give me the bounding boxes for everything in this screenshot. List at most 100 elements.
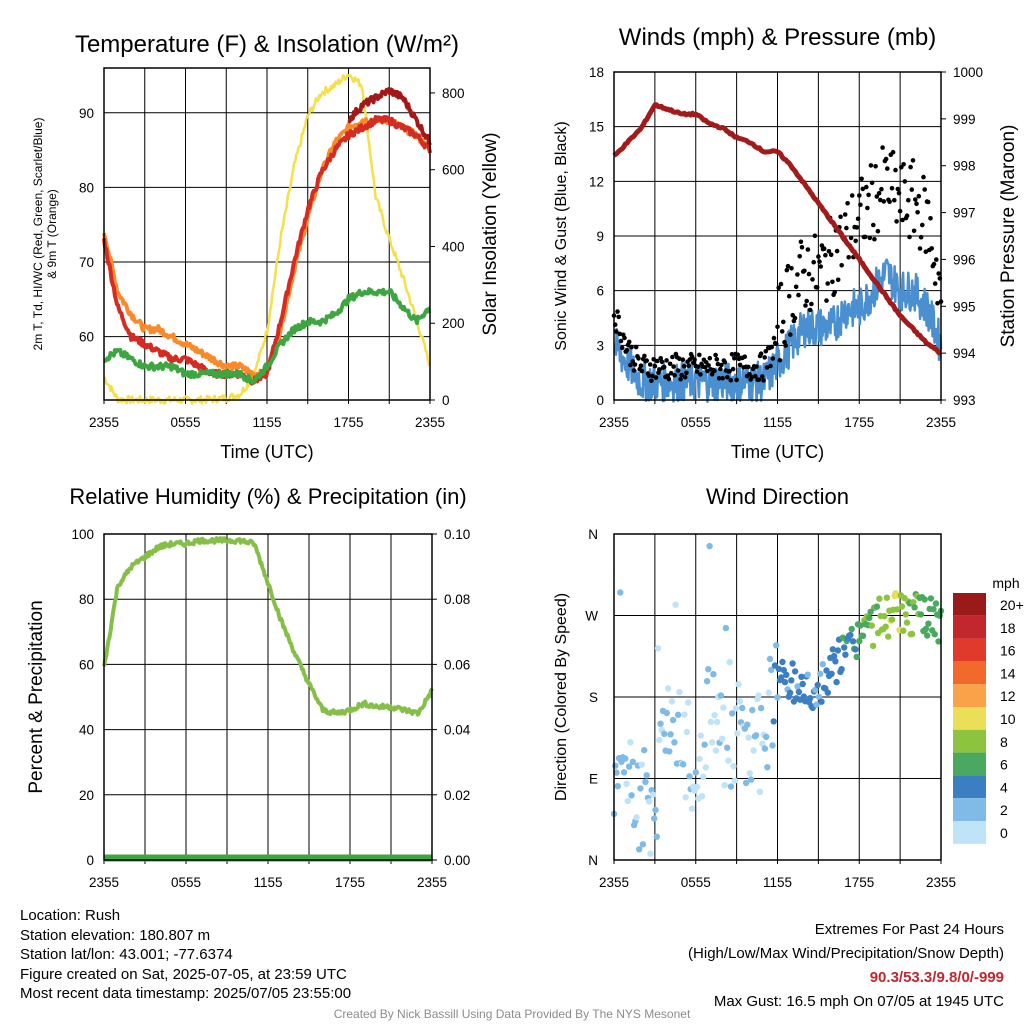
gust-point [835,277,841,283]
x-tick-label: 0555 [170,415,200,430]
direction-point [807,695,814,702]
y-axis-label: Direction (Colored By Speed) [553,593,570,801]
direction-point [642,778,649,786]
chart-title-temperature: Temperature (F) & Insolation (W/m²) [75,31,459,58]
direction-point [876,595,883,602]
gust-point [817,259,822,264]
station-elevation: Station elevation: 180.807 m [20,926,211,944]
direction-point [814,681,821,689]
gust-point [727,369,732,374]
gust-point [651,357,656,362]
gust-point [799,245,805,250]
direction-point [857,622,864,629]
direction-point [724,744,731,751]
direction-point [696,755,703,763]
direction-point [849,638,857,645]
x-tick-label: 2355 [415,415,445,430]
direction-point [903,619,911,626]
gust-point [649,378,654,384]
direction-point [614,783,621,790]
gust-point [879,186,884,192]
legend-swatch [953,638,986,662]
gust-point [783,343,788,348]
direction-point [824,689,831,696]
direction-point [633,814,640,821]
y-tick-label: 0 [86,853,94,868]
gust-point [705,368,710,374]
chart-title-humidity: Relative Humidity (%) & Precipitation (i… [69,484,466,509]
speed-legend [953,593,986,844]
gust-point [860,186,866,192]
y-tick-label: 18 [589,65,604,80]
direction-point [775,665,782,673]
direction-point [717,692,725,699]
legend-title: mph [992,575,1019,591]
y2-tick-label: 600 [442,163,465,178]
gust-point [716,376,722,381]
gust-point [629,344,634,350]
y-tick-label: 80 [79,592,94,607]
direction-point [755,692,762,699]
gust-point [830,279,835,285]
series-gust-points [611,145,944,384]
gust-point [876,191,882,196]
gust-point [885,166,890,171]
direction-point [791,668,799,675]
direction-point [856,637,863,645]
direction-point [672,601,679,608]
y-tick-label: N [588,527,598,542]
direction-point [674,711,682,718]
gust-point [909,187,915,192]
gust-point [713,352,718,358]
direction-point [739,704,746,712]
direction-point [719,735,726,742]
gust-point [614,329,619,334]
direction-point [683,728,691,736]
gust-point [935,301,940,306]
gust-point [761,378,766,383]
direction-point [730,763,737,770]
gust-point [664,358,669,363]
direction-point [763,733,770,740]
direction-point [703,678,711,685]
y-tick-label: 40 [79,723,94,738]
gust-point [670,354,675,360]
gust-point [834,248,840,254]
gust-point [714,357,720,362]
direction-point [657,720,664,727]
direction-point [910,599,917,606]
gust-point [871,222,876,228]
direction-point [935,638,942,645]
direction-point [882,623,889,630]
gust-point [778,281,784,287]
y-tick-label: 100 [71,527,94,542]
direction-point [752,732,760,739]
direction-point [927,595,935,602]
x-tick-label: 1155 [763,415,792,430]
gust-point [624,347,630,353]
legend-swatch [953,821,986,844]
y2-tick-label: 998 [953,159,976,174]
gust-point [622,335,627,341]
y-tick-label: 70 [79,255,94,270]
gust-point [793,284,799,290]
plot-border [613,533,942,861]
gust-point [667,361,673,367]
direction-point [832,658,839,665]
x-tick-label: 2355 [926,875,956,890]
gust-point [653,375,659,380]
direction-point [700,773,707,780]
gust-point [811,259,816,265]
gust-point [631,368,637,373]
gust-point [788,332,793,337]
gust-point [816,254,821,259]
gust-point [678,376,683,382]
legend-swatch [953,752,986,776]
gust-point [785,263,791,269]
gust-point [908,164,913,170]
gust-point [866,192,871,198]
direction-point [721,782,728,789]
direction-point [921,596,928,603]
gust-point [855,216,861,222]
y2-tick-label: 400 [442,239,465,254]
